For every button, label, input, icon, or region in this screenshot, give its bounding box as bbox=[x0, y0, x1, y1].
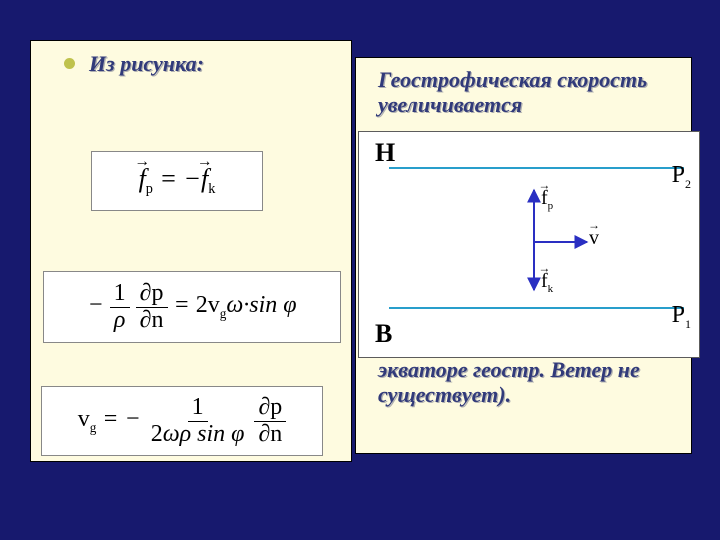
formula-1-math: fp = −fk bbox=[139, 164, 216, 198]
label-fk: fk bbox=[541, 270, 553, 295]
left-panel: Из рисунка: fp = −fk − 1ρ ∂p∂n = 2vgω·si… bbox=[30, 40, 352, 462]
formula-2: − 1ρ ∂p∂n = 2vgω·sin φ bbox=[43, 271, 341, 343]
formula-3: vg = − 12ωρ sin φ ∂p∂n bbox=[41, 386, 323, 456]
formula-3-math: vg = − 12ωρ sin φ ∂p∂n bbox=[78, 395, 287, 446]
bullet-text: Из рисунка: bbox=[89, 51, 204, 77]
bullet-dot bbox=[64, 58, 75, 69]
label-v: v bbox=[589, 227, 599, 250]
right-text-top: Геострофическая скорость увеличивается bbox=[378, 68, 678, 117]
formula-2-math: − 1ρ ∂p∂n = 2vgω·sin φ bbox=[87, 281, 296, 332]
formula-1: fp = −fk bbox=[91, 151, 263, 211]
vector-arrows bbox=[359, 132, 699, 357]
label-fp: fp bbox=[541, 187, 553, 212]
geostrophic-diagram: Н В P2 P1 fp fk v bbox=[358, 131, 700, 358]
right-text-bottom: экваторе геостр. Ветер не существует). bbox=[378, 358, 678, 407]
